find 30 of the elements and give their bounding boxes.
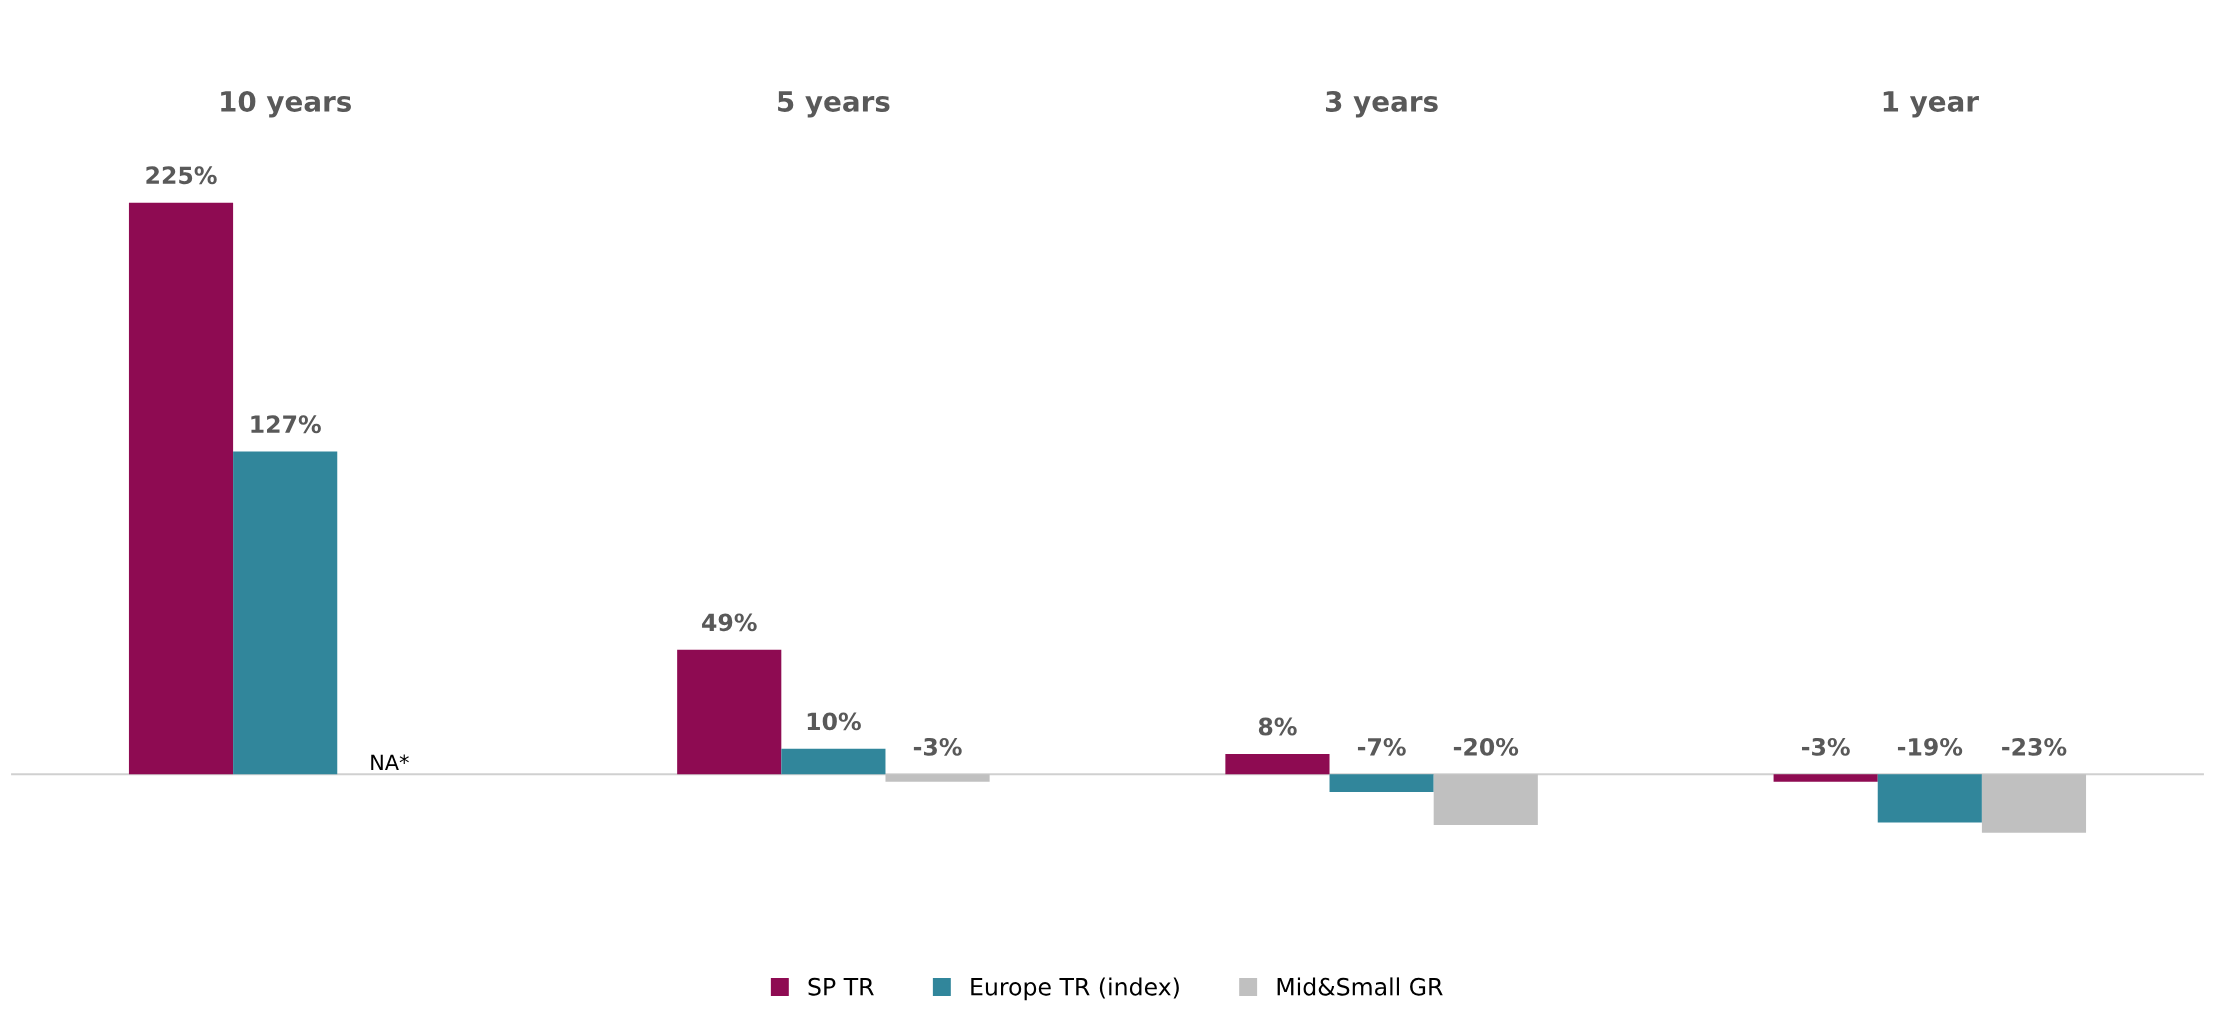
bar [1773,774,1878,782]
bar [1981,774,2087,833]
x-tick-label: 1 year [1883,91,1979,118]
bar [128,202,234,775]
bar [677,649,782,775]
data-label: -20% [1453,737,1519,756]
legend-label: Mid&Small GR [1277,977,1443,996]
data-label: 10% [807,712,861,731]
bar [1225,753,1330,775]
bar [885,774,990,782]
data-label: -19% [1897,737,1963,756]
bar [1877,774,1982,823]
data-label: -3% [1802,737,1850,756]
x-tick-label: 5 years [778,91,890,118]
bar [1329,774,1434,792]
data-label: -3% [913,737,962,756]
data-label: 225% [146,166,217,185]
annotation: NA* [371,754,409,770]
x-tick-label: 3 years [1326,90,1438,118]
legend-label: SP TR [808,977,874,996]
data-label: -7% [1357,737,1406,756]
data-label: -23% [2002,737,2067,756]
data-label: 127% [251,415,321,434]
bar [1433,774,1538,826]
data-label: 8% [1258,717,1297,736]
x-tick-label: 10 years [221,90,351,118]
legend-label: Europe TR (index) [971,977,1179,1001]
bar [781,748,886,775]
data-label: 49% [702,613,757,632]
bar [233,451,338,775]
